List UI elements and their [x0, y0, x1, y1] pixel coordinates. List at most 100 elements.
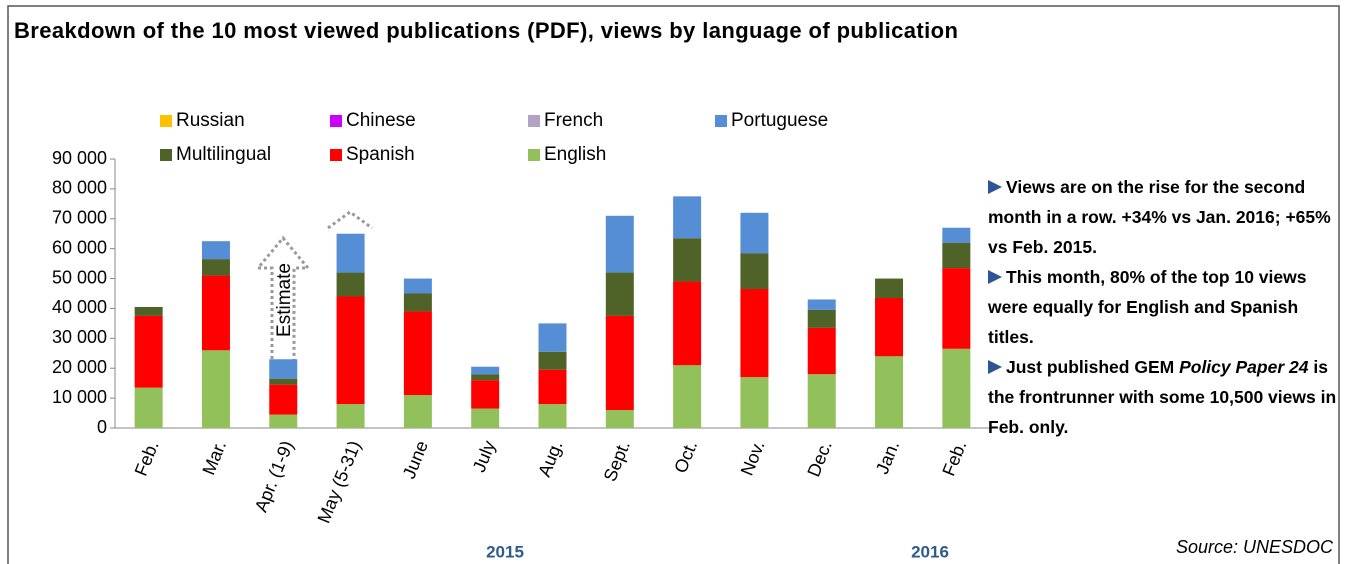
bar-segment [471, 380, 500, 409]
annotation: Estimate [274, 263, 295, 337]
bar-segment [336, 404, 365, 428]
x-tick-label: Dec. [803, 438, 835, 480]
notes: Views are on the rise for the second mon… [988, 172, 1338, 442]
bar-segment [807, 327, 836, 375]
legend-swatch [330, 149, 342, 161]
x-tick-label: Mar. [198, 438, 230, 478]
year-label: 2015 [486, 542, 524, 561]
bar-segment [201, 350, 230, 428]
bar-segment [807, 374, 836, 428]
bar-segment [403, 395, 432, 428]
legend-label: Spanish [346, 144, 415, 165]
bar-segment [201, 241, 230, 260]
estimate-arrow [254, 235, 312, 367]
bar-segment [538, 369, 567, 405]
bar-segment [471, 366, 500, 375]
y-tick-label: 40 000 [52, 297, 107, 317]
y-tick-label: 50 000 [52, 267, 107, 287]
bar-segment [942, 227, 971, 243]
bar-segment [403, 311, 432, 396]
bar-segment [740, 289, 769, 378]
bar-segment [740, 253, 769, 290]
bar-segment [336, 272, 365, 297]
legend-label: Portuguese [731, 110, 828, 131]
x-tick-label: Jan. [872, 438, 903, 477]
bar-segment [269, 384, 298, 415]
note-text: is the frontrunner with some 10,500 view… [988, 357, 1337, 437]
x-tick-label: Apr. (1-9) [251, 438, 298, 515]
x-tick-label: July [469, 438, 500, 475]
bar-segment [269, 414, 298, 428]
note-text: Policy Paper 24 [1179, 357, 1309, 377]
bar-segment [942, 348, 971, 428]
y-tick-label: 30 000 [52, 327, 107, 347]
legend-swatch [160, 115, 172, 127]
legend-swatch [528, 149, 540, 161]
chart-title: Breakdown of the 10 most viewed publicat… [14, 18, 958, 43]
note: This month, 80% of the top 10 views were… [988, 262, 1338, 352]
bar-segment [605, 410, 634, 428]
bar-segment [403, 278, 432, 294]
bar-segment [134, 315, 163, 388]
bar-segment [942, 268, 971, 349]
note-text: This month, 80% of the top 10 views were… [988, 267, 1307, 347]
bar-segment [269, 359, 298, 379]
bar-segment [538, 351, 567, 370]
source: Source: UNESDOC [1176, 537, 1334, 557]
note: Views are on the rise for the second mon… [988, 172, 1338, 262]
bar-segment [201, 275, 230, 351]
bar-segment [605, 215, 634, 273]
bar-segment [605, 272, 634, 316]
bar-segment [673, 238, 702, 282]
y-tick-label: 90 000 [52, 148, 107, 168]
legend-label: Multilingual [176, 144, 271, 165]
y-tick-label: 80 000 [52, 178, 107, 198]
x-tick-label: Nov. [737, 438, 769, 479]
x-tick-label: Feb. [938, 438, 970, 479]
y-tick-label: 70 000 [52, 208, 107, 228]
legend-swatch [330, 115, 342, 127]
x-tick-label: Oct. [670, 438, 701, 476]
y-tick-label: 60 000 [52, 237, 107, 257]
bar-segment [471, 374, 500, 381]
year-label: 2016 [911, 542, 949, 561]
bar-segment [807, 309, 836, 328]
estimate-arrow-2 [327, 210, 373, 230]
x-tick-label: Feb. [131, 438, 163, 479]
bar-segment [471, 408, 500, 428]
note: Just published GEM Policy Paper 24 is th… [988, 352, 1338, 442]
frame [7, 5, 1340, 564]
y-tick-label: 20 000 [52, 357, 107, 377]
bar-segment [201, 259, 230, 276]
bar-segment [538, 323, 567, 352]
bar-segment [403, 293, 432, 312]
legend-label: Russian [176, 110, 245, 131]
bar-segment [134, 387, 163, 428]
legend-swatch [160, 149, 172, 161]
x-tick-label: Sept. [600, 438, 634, 484]
y-tick-label: 0 [97, 417, 107, 437]
legend-label: English [544, 144, 606, 165]
bar-segment [740, 212, 769, 254]
bar-segment [134, 306, 163, 316]
x-tick-label: Aug. [534, 438, 566, 480]
bar-segment [875, 297, 904, 357]
bar-segment [942, 242, 971, 269]
bar-segment [605, 315, 634, 411]
bar-segment [673, 365, 702, 428]
y-tick-label: 10 000 [52, 387, 107, 407]
bar-segment [336, 296, 365, 405]
legend-label: French [544, 110, 603, 131]
bar-segment [538, 404, 567, 428]
bar-segment [807, 299, 836, 310]
bar-segment [875, 278, 904, 298]
legend-label: Chinese [346, 110, 416, 131]
bar-segment [269, 378, 298, 385]
legend-swatch [715, 115, 727, 127]
bar-segment [875, 356, 904, 428]
legend-swatch [528, 115, 540, 127]
note-text: Just published GEM [1006, 357, 1180, 377]
bar-segment [336, 233, 365, 273]
